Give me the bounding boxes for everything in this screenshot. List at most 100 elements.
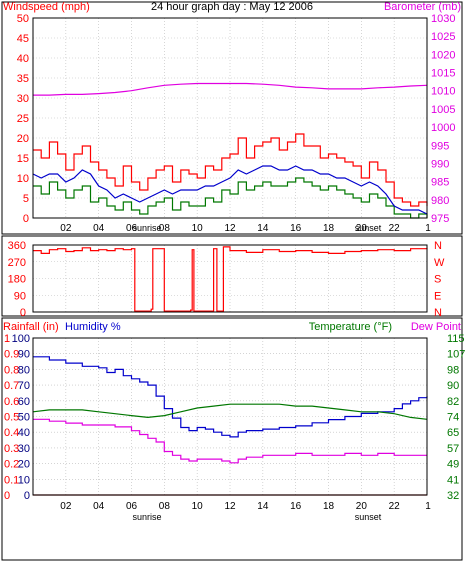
x-tick-label: 12 [224,501,236,512]
barometer-tick-label: 995 [431,140,449,152]
windspeed-tick-label: 40 [17,53,29,65]
barometer-tick-label: 1015 [431,68,455,80]
temperature-tick-label: 98 [447,364,459,376]
x-tick-label: 06 [126,223,138,234]
x-tick-label: 1 [425,501,431,512]
temperature-tick-label: 82 [447,396,459,408]
rainfall-tick-label: 0.3 [4,443,19,455]
x-tick-label: 06 [126,501,138,512]
series-line-gust [33,177,428,219]
x-tick-label: 20 [356,501,368,512]
dewpoint-axis-label: Dew Point [411,321,461,333]
plot-frame [32,244,428,313]
temperature-tick-label: 49 [447,459,459,471]
x-tick-label: 14 [257,223,269,234]
panel-frame [1,235,463,317]
windspeed-tick-label: 10 [17,173,29,185]
compass-tick-label: E [434,290,441,302]
compass-tick-label: N [434,307,442,319]
x-tick-label: 22 [389,501,401,512]
rainfall-tick-label: 0.5 [4,412,19,424]
panel-frame [1,1,463,235]
sunset-label: sunset [355,223,382,233]
humidity-tick-label: 30 [18,443,30,455]
humidity-tick-label: 0 [24,490,30,502]
grid [33,17,427,219]
series-line-direction [33,246,428,312]
x-tick-label: 02 [60,223,72,234]
compass-tick-label: S [434,274,441,286]
barometer-tick-label: 1020 [431,49,455,61]
barometer-tick-label: 1000 [431,122,455,134]
x-tick-label: 18 [323,501,335,512]
x-tick-labels: 02 04 06 08 10 12 14 16 18 20 22 1 [60,501,431,512]
temperature-tick-label: 90 [447,380,459,392]
barometer-axis-label: Barometer (mb) [384,1,461,13]
rainfall-tick-label: 0.8 [4,364,19,376]
windspeed-tick-label: 50 [17,13,29,25]
barometer-tick-label: 1005 [431,104,455,116]
humidity-tick-label: 40 [18,427,30,439]
x-tick-label: 10 [192,223,204,234]
temperature-tick-label: 65 [447,427,459,439]
degrees-tick-label: 360 [8,240,26,252]
degrees-tick-labels: 0 90 180 270 360 [8,240,26,319]
x-tick-label: 04 [93,223,105,234]
temperature-tick-label: 32 [447,490,459,502]
barometer-tick-label: 990 [431,158,449,170]
x-tick-label: 08 [159,501,171,512]
series-line-humidity [33,356,428,438]
humidity-tick-label: 70 [18,380,30,392]
degrees-tick-label: 0 [20,307,26,319]
humidity-tick-label: 80 [18,364,30,376]
x-tick-label: 22 [389,223,401,234]
windspeed-tick-labels: 0 5 10 15 20 25 30 35 40 45 50 [17,13,29,225]
x-tick-label: 20 [356,223,368,234]
temperature-tick-label: 57 [447,443,459,455]
barometer-tick-label: 985 [431,177,449,189]
barometer-tick-labels: 975 980 985 990 995 1000 1005 1010 1015 1020 1025 1… [431,13,455,225]
windspeed-tick-label: 0 [23,213,29,225]
temperature-humidity-panel: Rainfall (in) Humidity % Temperature (°F… [1,317,465,561]
wind-series-lines [32,82,428,219]
chart-title: 24 hour graph day : May 12 2006 [151,1,313,13]
windspeed-tick-label: 20 [17,133,29,145]
rainfall-tick-label: 0.9 [4,349,19,361]
sunrise-label: sunrise [132,512,161,522]
rainfall-axis-label: Rainfall (in) [3,321,59,333]
x-tick-label: 14 [257,501,269,512]
windspeed-tick-label: 45 [17,33,29,45]
temperature-tick-labels: 32 41 49 57 65 74 82 90 98 107 115 [447,333,465,502]
x-tick-label: 02 [60,501,72,512]
windspeed-tick-label: 15 [17,153,29,165]
temperature-tick-label: 74 [447,412,459,424]
rainfall-tick-label: 0.1 [4,474,19,486]
humidity-tick-label: 20 [18,459,30,471]
barometer-tick-label: 980 [431,195,449,207]
x-tick-label: 12 [224,223,236,234]
temperature-tick-label: 115 [447,333,465,345]
humidity-tick-label: 10 [18,474,30,486]
compass-tick-label: W [434,257,445,269]
temperature-tick-label: 107 [447,349,465,361]
series-line-barometer [33,82,428,96]
barometer-tick-label: 975 [431,213,449,225]
x-tick-label: 18 [323,223,335,234]
rainfall-tick-label: 1 [4,333,10,345]
barometer-tick-label: 1025 [431,31,455,43]
wind-barometer-panel: Windspeed (mph) 24 hour graph day : May … [1,1,463,235]
sunset-label: sunset [355,512,382,522]
series-line-temperature [32,403,428,420]
rainfall-tick-label: 0.6 [4,396,19,408]
x-tick-label: 1 [425,223,431,234]
degrees-tick-label: 270 [8,257,26,269]
rainfall-tick-label: 0.7 [4,380,19,392]
series-line-windspeed [33,133,428,207]
plot-frame [32,17,428,219]
windspeed-tick-label: 35 [17,73,29,85]
barometer-tick-label: 1010 [431,86,455,98]
series-line-dew-point [33,418,427,464]
degrees-tick-label: 180 [8,274,26,286]
